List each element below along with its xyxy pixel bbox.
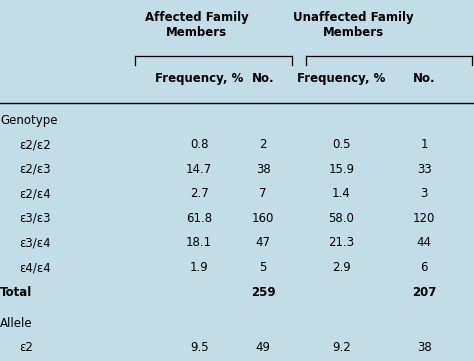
Text: 259: 259 bbox=[251, 286, 275, 299]
Text: 47: 47 bbox=[255, 236, 271, 249]
Text: Affected Family
Members: Affected Family Members bbox=[145, 11, 248, 39]
Text: 7: 7 bbox=[259, 187, 267, 200]
Text: ε2/ε2: ε2/ε2 bbox=[19, 138, 51, 151]
Text: No.: No. bbox=[413, 72, 436, 85]
Text: Allele: Allele bbox=[0, 317, 33, 330]
Text: 1.4: 1.4 bbox=[332, 187, 351, 200]
Text: 2.9: 2.9 bbox=[332, 261, 351, 274]
Text: 2: 2 bbox=[259, 138, 267, 151]
Text: ε2/ε3: ε2/ε3 bbox=[19, 163, 51, 176]
Text: 38: 38 bbox=[417, 341, 432, 354]
Text: 9.5: 9.5 bbox=[190, 341, 209, 354]
Text: ε2/ε4: ε2/ε4 bbox=[19, 187, 51, 200]
Text: ε4/ε4: ε4/ε4 bbox=[19, 261, 51, 274]
Text: 49: 49 bbox=[255, 341, 271, 354]
Text: Unaffected Family
Members: Unaffected Family Members bbox=[293, 11, 413, 39]
Text: 44: 44 bbox=[417, 236, 432, 249]
Text: 160: 160 bbox=[252, 212, 274, 225]
Text: No.: No. bbox=[252, 72, 274, 85]
Text: 0.5: 0.5 bbox=[332, 138, 351, 151]
Text: 58.0: 58.0 bbox=[328, 212, 354, 225]
Text: 6: 6 bbox=[420, 261, 428, 274]
Text: Total: Total bbox=[0, 286, 32, 299]
Text: ε2: ε2 bbox=[19, 341, 33, 354]
Text: 1.9: 1.9 bbox=[190, 261, 209, 274]
Text: Frequency, %: Frequency, % bbox=[297, 72, 385, 85]
Text: 18.1: 18.1 bbox=[186, 236, 212, 249]
Text: 3: 3 bbox=[420, 187, 428, 200]
Text: 9.2: 9.2 bbox=[332, 341, 351, 354]
Text: 207: 207 bbox=[412, 286, 437, 299]
Text: ε3/ε4: ε3/ε4 bbox=[19, 236, 51, 249]
Text: 0.8: 0.8 bbox=[190, 138, 209, 151]
Text: 15.9: 15.9 bbox=[328, 163, 355, 176]
Text: 1: 1 bbox=[420, 138, 428, 151]
Text: 38: 38 bbox=[255, 163, 271, 176]
Text: 2.7: 2.7 bbox=[190, 187, 209, 200]
Text: 14.7: 14.7 bbox=[186, 163, 212, 176]
Text: 5: 5 bbox=[259, 261, 267, 274]
Text: 61.8: 61.8 bbox=[186, 212, 212, 225]
Text: Frequency, %: Frequency, % bbox=[155, 72, 243, 85]
Text: 33: 33 bbox=[417, 163, 432, 176]
Text: Genotype: Genotype bbox=[0, 114, 57, 127]
Text: ε3/ε3: ε3/ε3 bbox=[19, 212, 50, 225]
Text: 21.3: 21.3 bbox=[328, 236, 355, 249]
Text: 120: 120 bbox=[413, 212, 436, 225]
